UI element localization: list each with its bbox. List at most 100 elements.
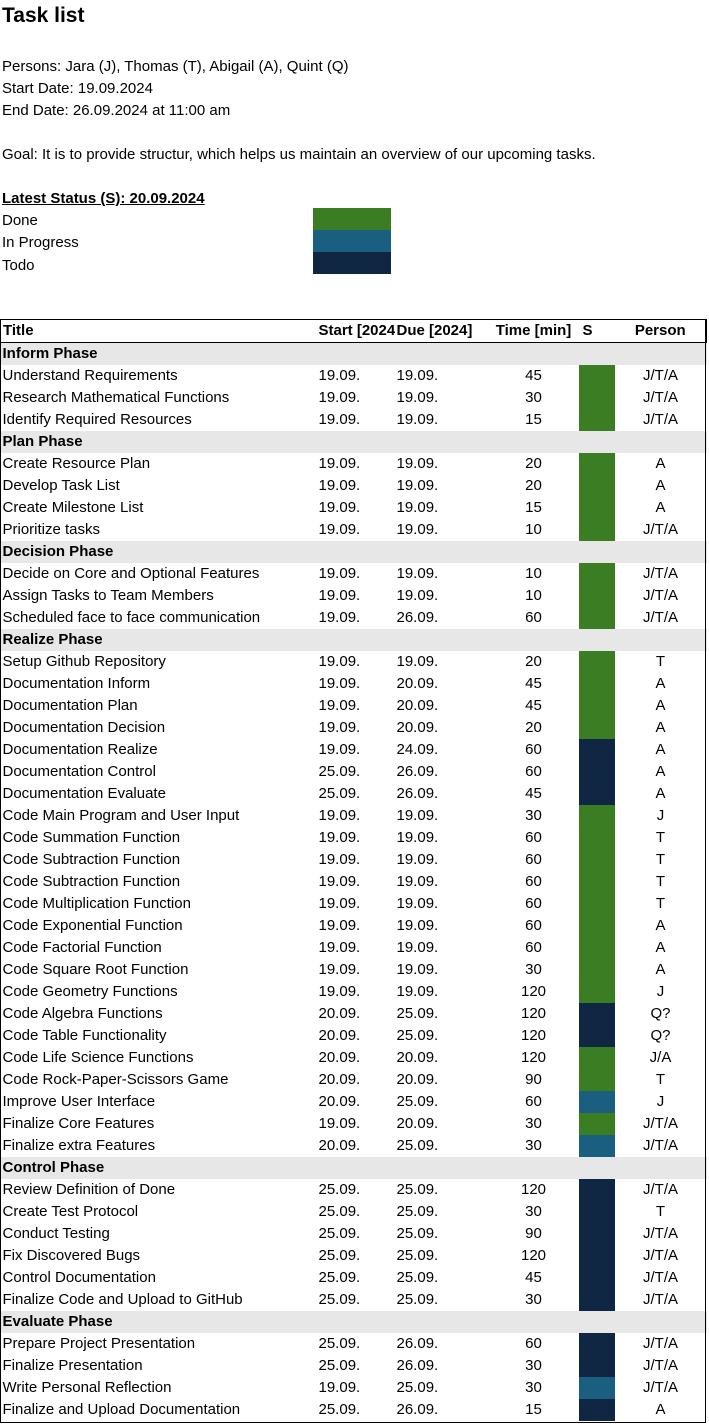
task-status (578, 563, 615, 585)
task-person: A (655, 675, 666, 692)
task-status (578, 1003, 615, 1025)
task-person: J/T/A (642, 587, 678, 604)
task-start: 19.09. (318, 477, 361, 494)
task-status (578, 1025, 615, 1047)
task-time: 60 (525, 1335, 542, 1352)
task-due: 25.09. (396, 1379, 439, 1396)
task-person: J/T/A (642, 609, 678, 626)
task-person: T (655, 653, 666, 670)
task-time: 20 (525, 719, 542, 736)
task-row: Code Exponential Function 19.09. 19.09. 60 A (1, 915, 707, 937)
task-row: Setup Github Repository 19.09. 19.09. 20 T (1, 651, 707, 673)
task-person: J (656, 807, 665, 824)
task-time: 30 (525, 1137, 542, 1154)
task-person: T (655, 1203, 666, 1220)
task-status (578, 1113, 615, 1135)
task-start: 19.09. (318, 961, 361, 978)
task-title: Code Subtraction Function (2, 851, 181, 868)
task-person: A (655, 477, 666, 494)
task-title: Code Exponential Function (2, 917, 183, 934)
task-title: Documentation Realize (2, 741, 158, 758)
task-status (578, 761, 615, 783)
task-person: J/T/A (642, 1247, 678, 1264)
task-title: Code Main Program and User Input (2, 807, 240, 824)
task-row: Finalize Core Features 19.09. 20.09. 30 J/T/… (1, 1113, 707, 1135)
task-status (578, 1355, 615, 1377)
task-status (578, 1069, 615, 1091)
task-row: Code Summation Function 19.09. 19.09. 60 T (1, 827, 707, 849)
task-row: Prepare Project Presentation 25.09. 26.09.… (1, 1333, 707, 1355)
task-row: Finalize Presentation 25.09. 26.09. 30 J/T/A (1, 1355, 707, 1377)
phase-label: Plan Phase (0, 431, 707, 453)
task-person: J/T/A (642, 1335, 678, 1352)
task-row: Code Algebra Functions 20.09. 25.09. 120 Q? (1, 1003, 707, 1025)
task-due: 19.09. (396, 455, 439, 472)
task-status (578, 937, 615, 959)
task-row: Scheduled face to face communication 19.0… (1, 607, 707, 629)
task-due: 19.09. (396, 873, 439, 890)
task-due: 19.09. (396, 983, 439, 1000)
task-title: Code Subtraction Function (2, 873, 181, 890)
task-person: Q? (650, 1027, 671, 1044)
task-time: 15 (525, 499, 542, 516)
task-status (578, 585, 615, 607)
task-title: Write Personal Reflection (2, 1379, 172, 1396)
phase-label: Inform Phase (0, 342, 707, 365)
phase-row: Plan Phase (0, 431, 707, 453)
task-status (578, 981, 615, 1003)
task-title: Code Square Root Function (2, 961, 189, 978)
task-title: Documentation Evaluate (2, 785, 166, 802)
task-time: 45 (525, 785, 542, 802)
task-start: 19.09. (318, 939, 361, 956)
task-status (578, 1135, 615, 1157)
task-time: 45 (525, 1269, 542, 1286)
task-start: 25.09. (318, 785, 361, 802)
task-person: J/T/A (642, 1379, 678, 1396)
task-title: Create Resource Plan (2, 455, 151, 472)
task-row: Code Geometry Functions 19.09. 19.09. 120 J (1, 981, 707, 1003)
task-time: 45 (525, 367, 542, 384)
task-start: 19.09. (318, 411, 361, 428)
task-time: 60 (525, 829, 542, 846)
task-status (578, 915, 615, 937)
task-time: 20 (525, 653, 542, 670)
task-due: 19.09. (396, 565, 439, 582)
task-status (578, 959, 615, 981)
legend-done-label: Done (2, 212, 38, 229)
task-due: 19.09. (396, 807, 439, 824)
task-due: 25.09. (396, 1269, 439, 1286)
task-person: T (655, 829, 666, 846)
task-row: Improve User Interface 20.09. 25.09. 60 J (1, 1091, 707, 1113)
task-status (578, 651, 615, 673)
task-start: 25.09. (318, 1247, 361, 1264)
task-time: 30 (525, 1291, 542, 1308)
task-status (578, 695, 615, 717)
task-time: 90 (525, 1225, 542, 1242)
task-title: Code Factorial Function (2, 939, 162, 956)
phase-row: Control Phase (0, 1157, 707, 1179)
end-date-line: End Date: 26.09.2024 at 11:00 am (2, 102, 231, 119)
task-start: 20.09. (318, 1137, 361, 1154)
task-title: Documentation Inform (2, 675, 151, 692)
task-table-body: Inform Phase Understand Requirements 19.09… (0, 342, 707, 1421)
task-row: Documentation Evaluate 25.09. 26.09. 45 A (1, 783, 707, 805)
task-row: Documentation Realize 19.09. 24.09. 60 A (1, 739, 707, 761)
task-due: 25.09. (396, 1203, 439, 1220)
task-title: Decide on Core and Optional Features (2, 565, 260, 582)
task-due: 24.09. (396, 741, 439, 758)
task-time: 45 (525, 675, 542, 692)
task-start: 19.09. (318, 917, 361, 934)
page-title: Task list (2, 4, 85, 27)
task-person: J (656, 983, 665, 1000)
task-person: J/T/A (642, 565, 678, 582)
task-person: J/A (649, 1049, 672, 1066)
task-due: 19.09. (396, 917, 439, 934)
task-due: 26.09. (396, 609, 439, 626)
task-start: 19.09. (318, 697, 361, 714)
task-person: J/T/A (642, 1291, 678, 1308)
phase-row: Inform Phase (0, 342, 707, 365)
header-due: Due [2024] (394, 319, 489, 343)
task-row: Create Milestone List 19.09. 19.09. 15 A (1, 497, 707, 519)
task-start: 25.09. (318, 1335, 361, 1352)
task-row: Code Subtraction Function 19.09. 19.09. 60 T (1, 849, 707, 871)
